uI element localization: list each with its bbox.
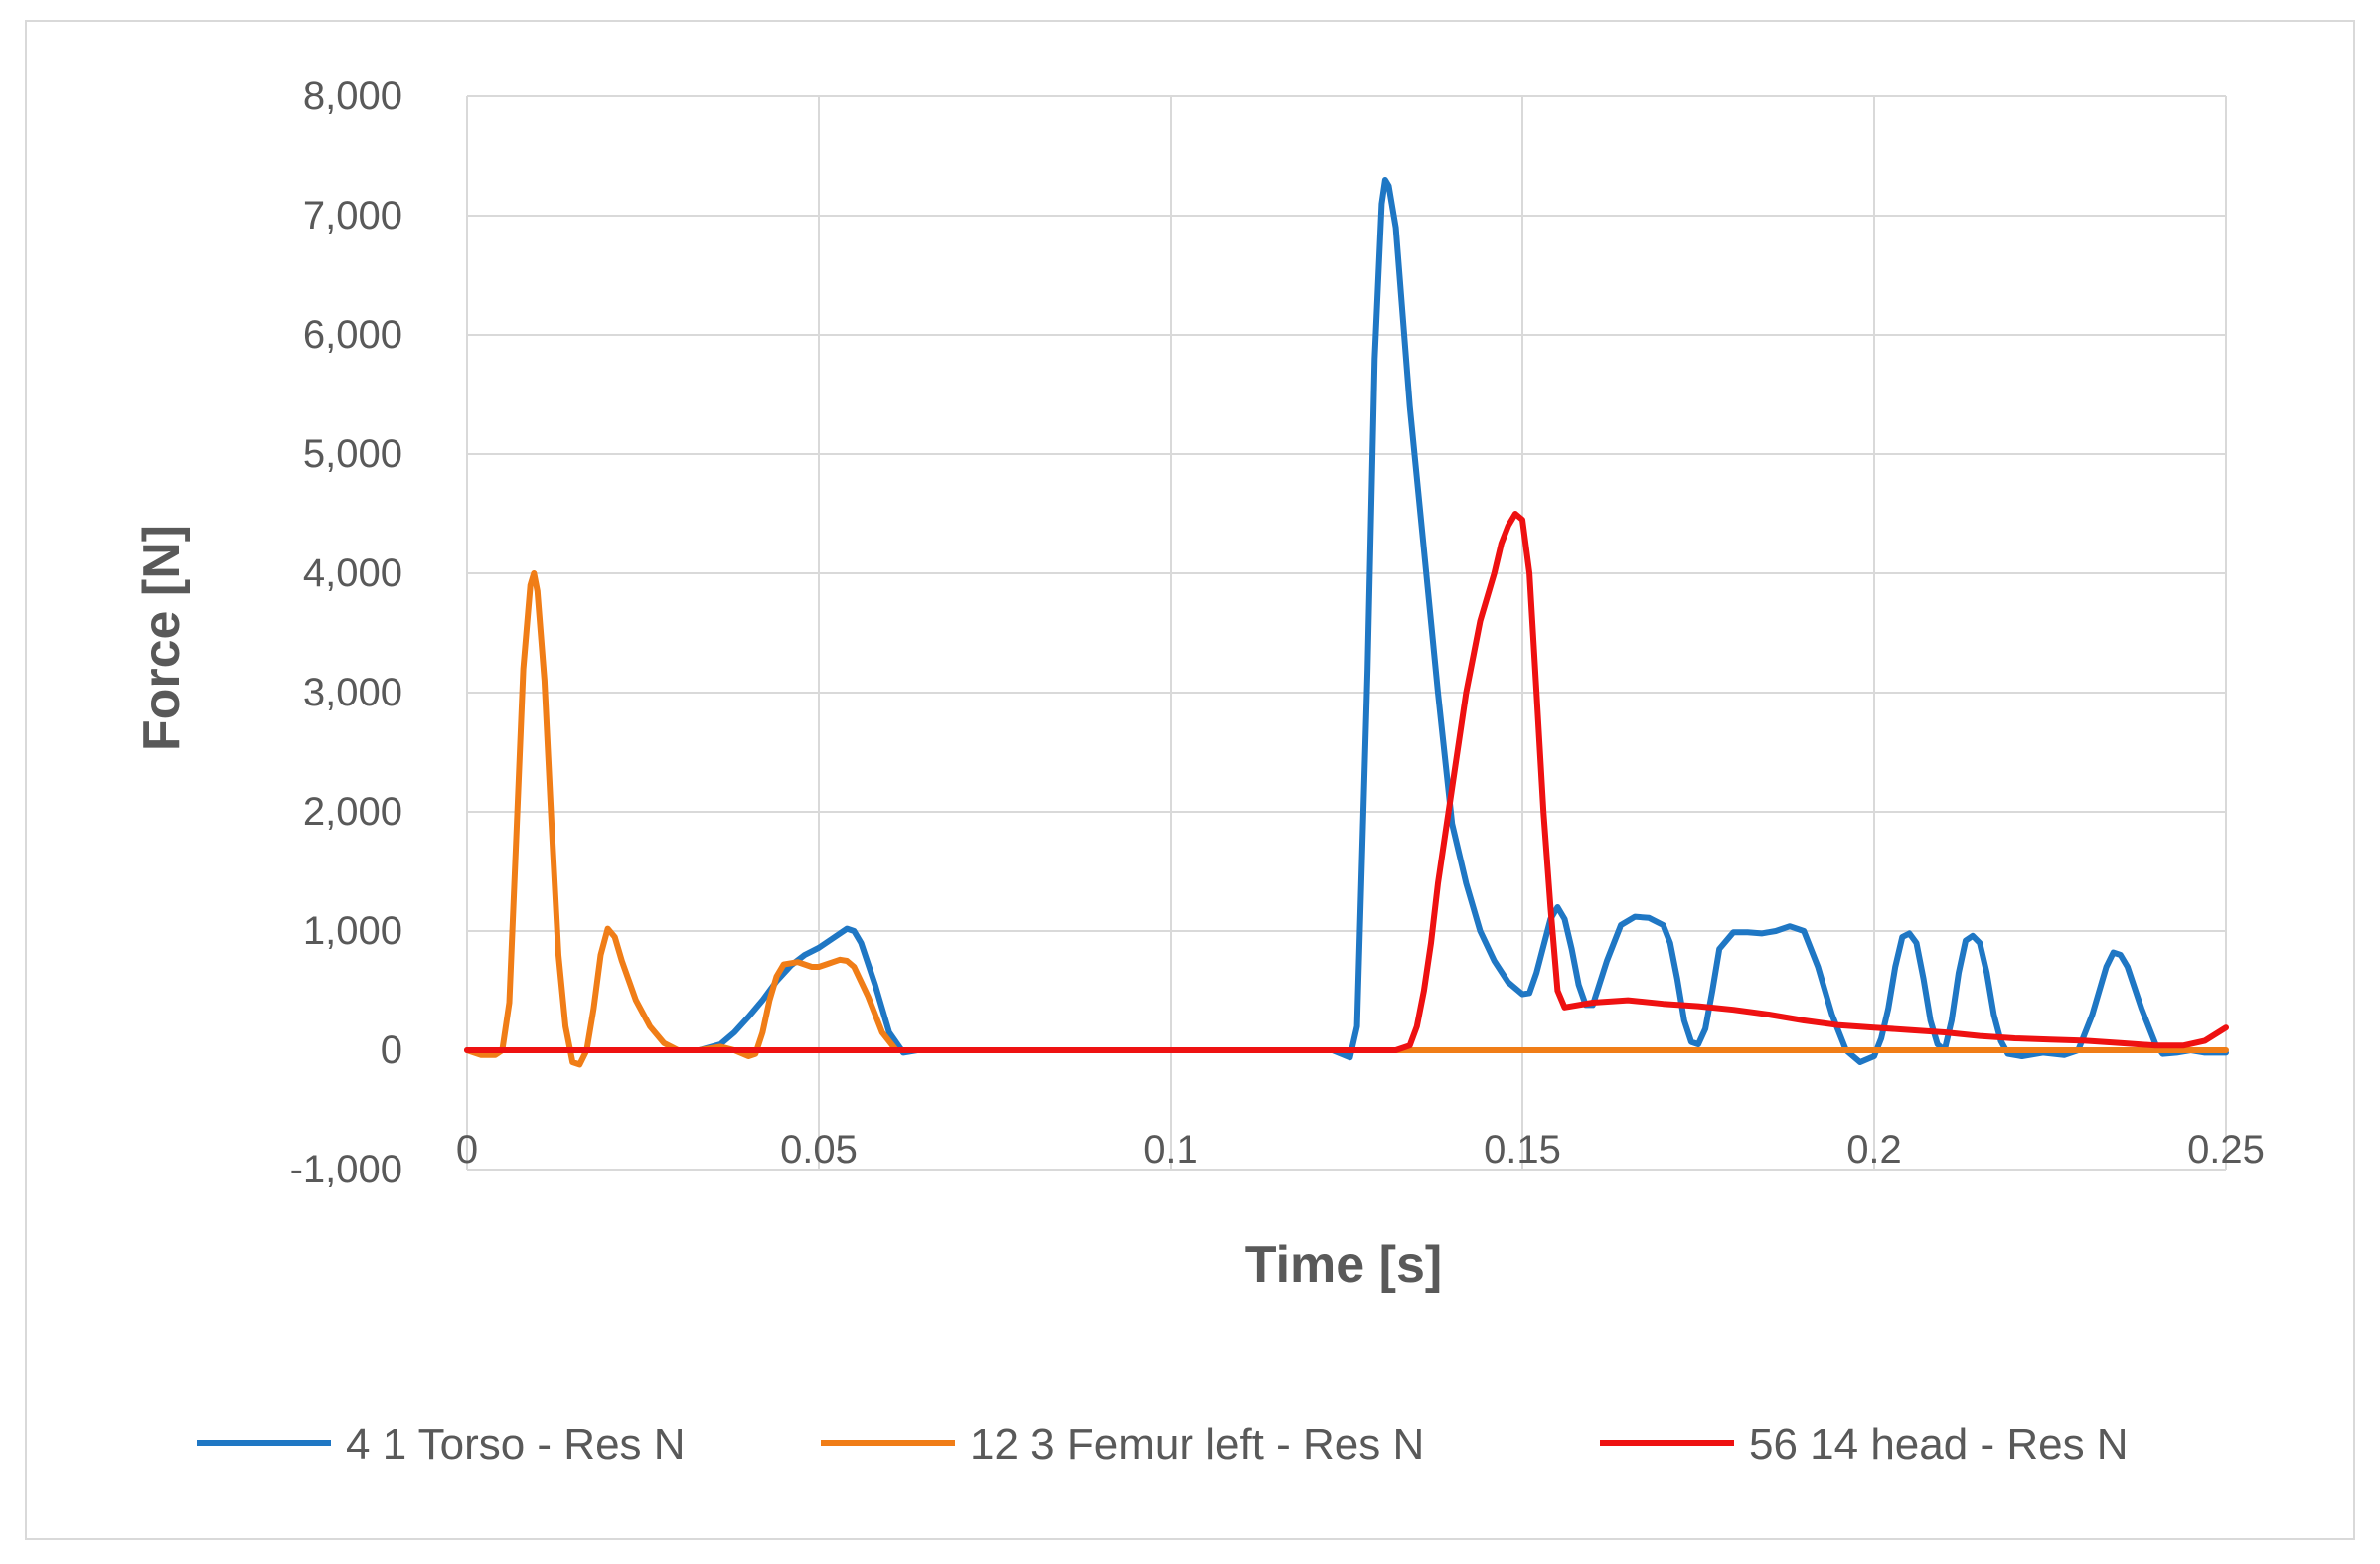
y-tick-label: 2,000	[303, 790, 402, 834]
series-line-3	[464, 511, 2229, 1053]
x-tick-label: 0.25	[2187, 1128, 2265, 1172]
x-tick-label: 0.05	[780, 1128, 858, 1172]
x-tick-label: 0.1	[1143, 1128, 1198, 1172]
y-axis-title: Force [N]	[133, 525, 191, 751]
legend: 4 1 Torso - Res N 12 3 Femur left - Res N…	[197, 1420, 2129, 1469]
y-tick-label: 8,000	[303, 75, 402, 118]
x-tick-label: 0	[456, 1128, 478, 1172]
x-tick-label: 0.15	[1484, 1128, 1561, 1172]
y-tick-label: 0	[381, 1028, 402, 1072]
series-line-2	[464, 570, 2229, 1068]
legend-label: 56 14 head - Res N	[1749, 1420, 2129, 1469]
y-tick-label: 1,000	[303, 909, 402, 953]
legend-label: 4 1 Torso - Res N	[346, 1420, 686, 1469]
series-line-1	[464, 177, 2229, 1065]
y-tick-label: 6,000	[303, 313, 402, 357]
y-tick-label: 7,000	[303, 194, 402, 237]
y-axis-ticks: -1,000 0 1,000 2,000 3,000 4,000 5,000 6,000 7,0…	[290, 75, 402, 1191]
legend-label: 12 3 Femur left - Res N	[970, 1420, 1424, 1469]
y-tick-label: 5,000	[303, 432, 402, 476]
x-axis-ticks: 0 0.05 0.1 0.15 0.2 0.25	[456, 1128, 2265, 1172]
series-lines	[464, 177, 2229, 1068]
gridlines	[466, 95, 2227, 1171]
y-tick-label: -1,000	[290, 1148, 402, 1191]
y-tick-label: 4,000	[303, 551, 402, 595]
x-axis-title: Time [s]	[1245, 1236, 1442, 1294]
chart-frame	[25, 20, 2355, 1540]
x-tick-label: 0.2	[1846, 1128, 1902, 1172]
y-tick-label: 3,000	[303, 671, 402, 714]
